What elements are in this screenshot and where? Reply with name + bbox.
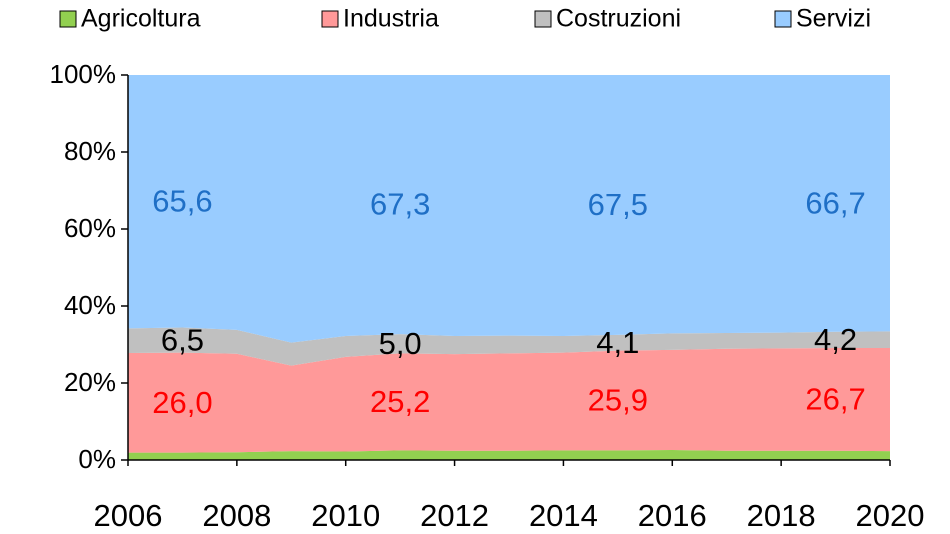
y-tick-label: 20% bbox=[64, 367, 116, 397]
data-label: 66,7 bbox=[805, 186, 865, 221]
x-tick-label: 2014 bbox=[529, 498, 598, 533]
area bbox=[128, 327, 890, 366]
x-tick-label: 2020 bbox=[856, 498, 925, 533]
data-label: 6,5 bbox=[161, 322, 204, 357]
legend-swatch bbox=[534, 10, 552, 28]
legend-swatch bbox=[321, 10, 339, 28]
data-label: 4,1 bbox=[596, 325, 639, 360]
area bbox=[128, 75, 890, 343]
legend-swatch bbox=[59, 10, 77, 28]
data-label: 67,3 bbox=[370, 187, 430, 222]
x-tick-label: 2018 bbox=[747, 498, 816, 533]
legend-label: Costruzioni bbox=[556, 5, 681, 33]
x-tick-label: 2016 bbox=[638, 498, 707, 533]
area bbox=[128, 449, 890, 460]
legend-label: Industria bbox=[343, 5, 439, 33]
data-label: 67,5 bbox=[588, 187, 648, 222]
legend-swatch bbox=[774, 10, 792, 28]
data-label: 25,9 bbox=[588, 383, 648, 418]
data-label: 25,2 bbox=[370, 384, 430, 419]
y-tick-label: 80% bbox=[64, 136, 116, 166]
y-tick-label: 100% bbox=[50, 59, 117, 89]
data-label: 26,0 bbox=[152, 385, 212, 420]
legend-label: Servizi bbox=[796, 5, 871, 33]
x-tick-label: 2006 bbox=[94, 498, 163, 533]
x-tick-label: 2012 bbox=[420, 498, 489, 533]
x-tick-label: 2010 bbox=[311, 498, 380, 533]
y-tick-label: 0% bbox=[78, 444, 116, 474]
legend-label: Agricoltura bbox=[81, 5, 201, 33]
data-label: 5,0 bbox=[379, 326, 422, 361]
data-label: 65,6 bbox=[152, 183, 212, 218]
x-tick-label: 2008 bbox=[202, 498, 271, 533]
area bbox=[128, 347, 890, 453]
data-label: 26,7 bbox=[805, 382, 865, 417]
data-label: 4,2 bbox=[814, 322, 857, 357]
y-tick-label: 60% bbox=[64, 213, 116, 243]
y-tick-label: 40% bbox=[64, 290, 116, 320]
